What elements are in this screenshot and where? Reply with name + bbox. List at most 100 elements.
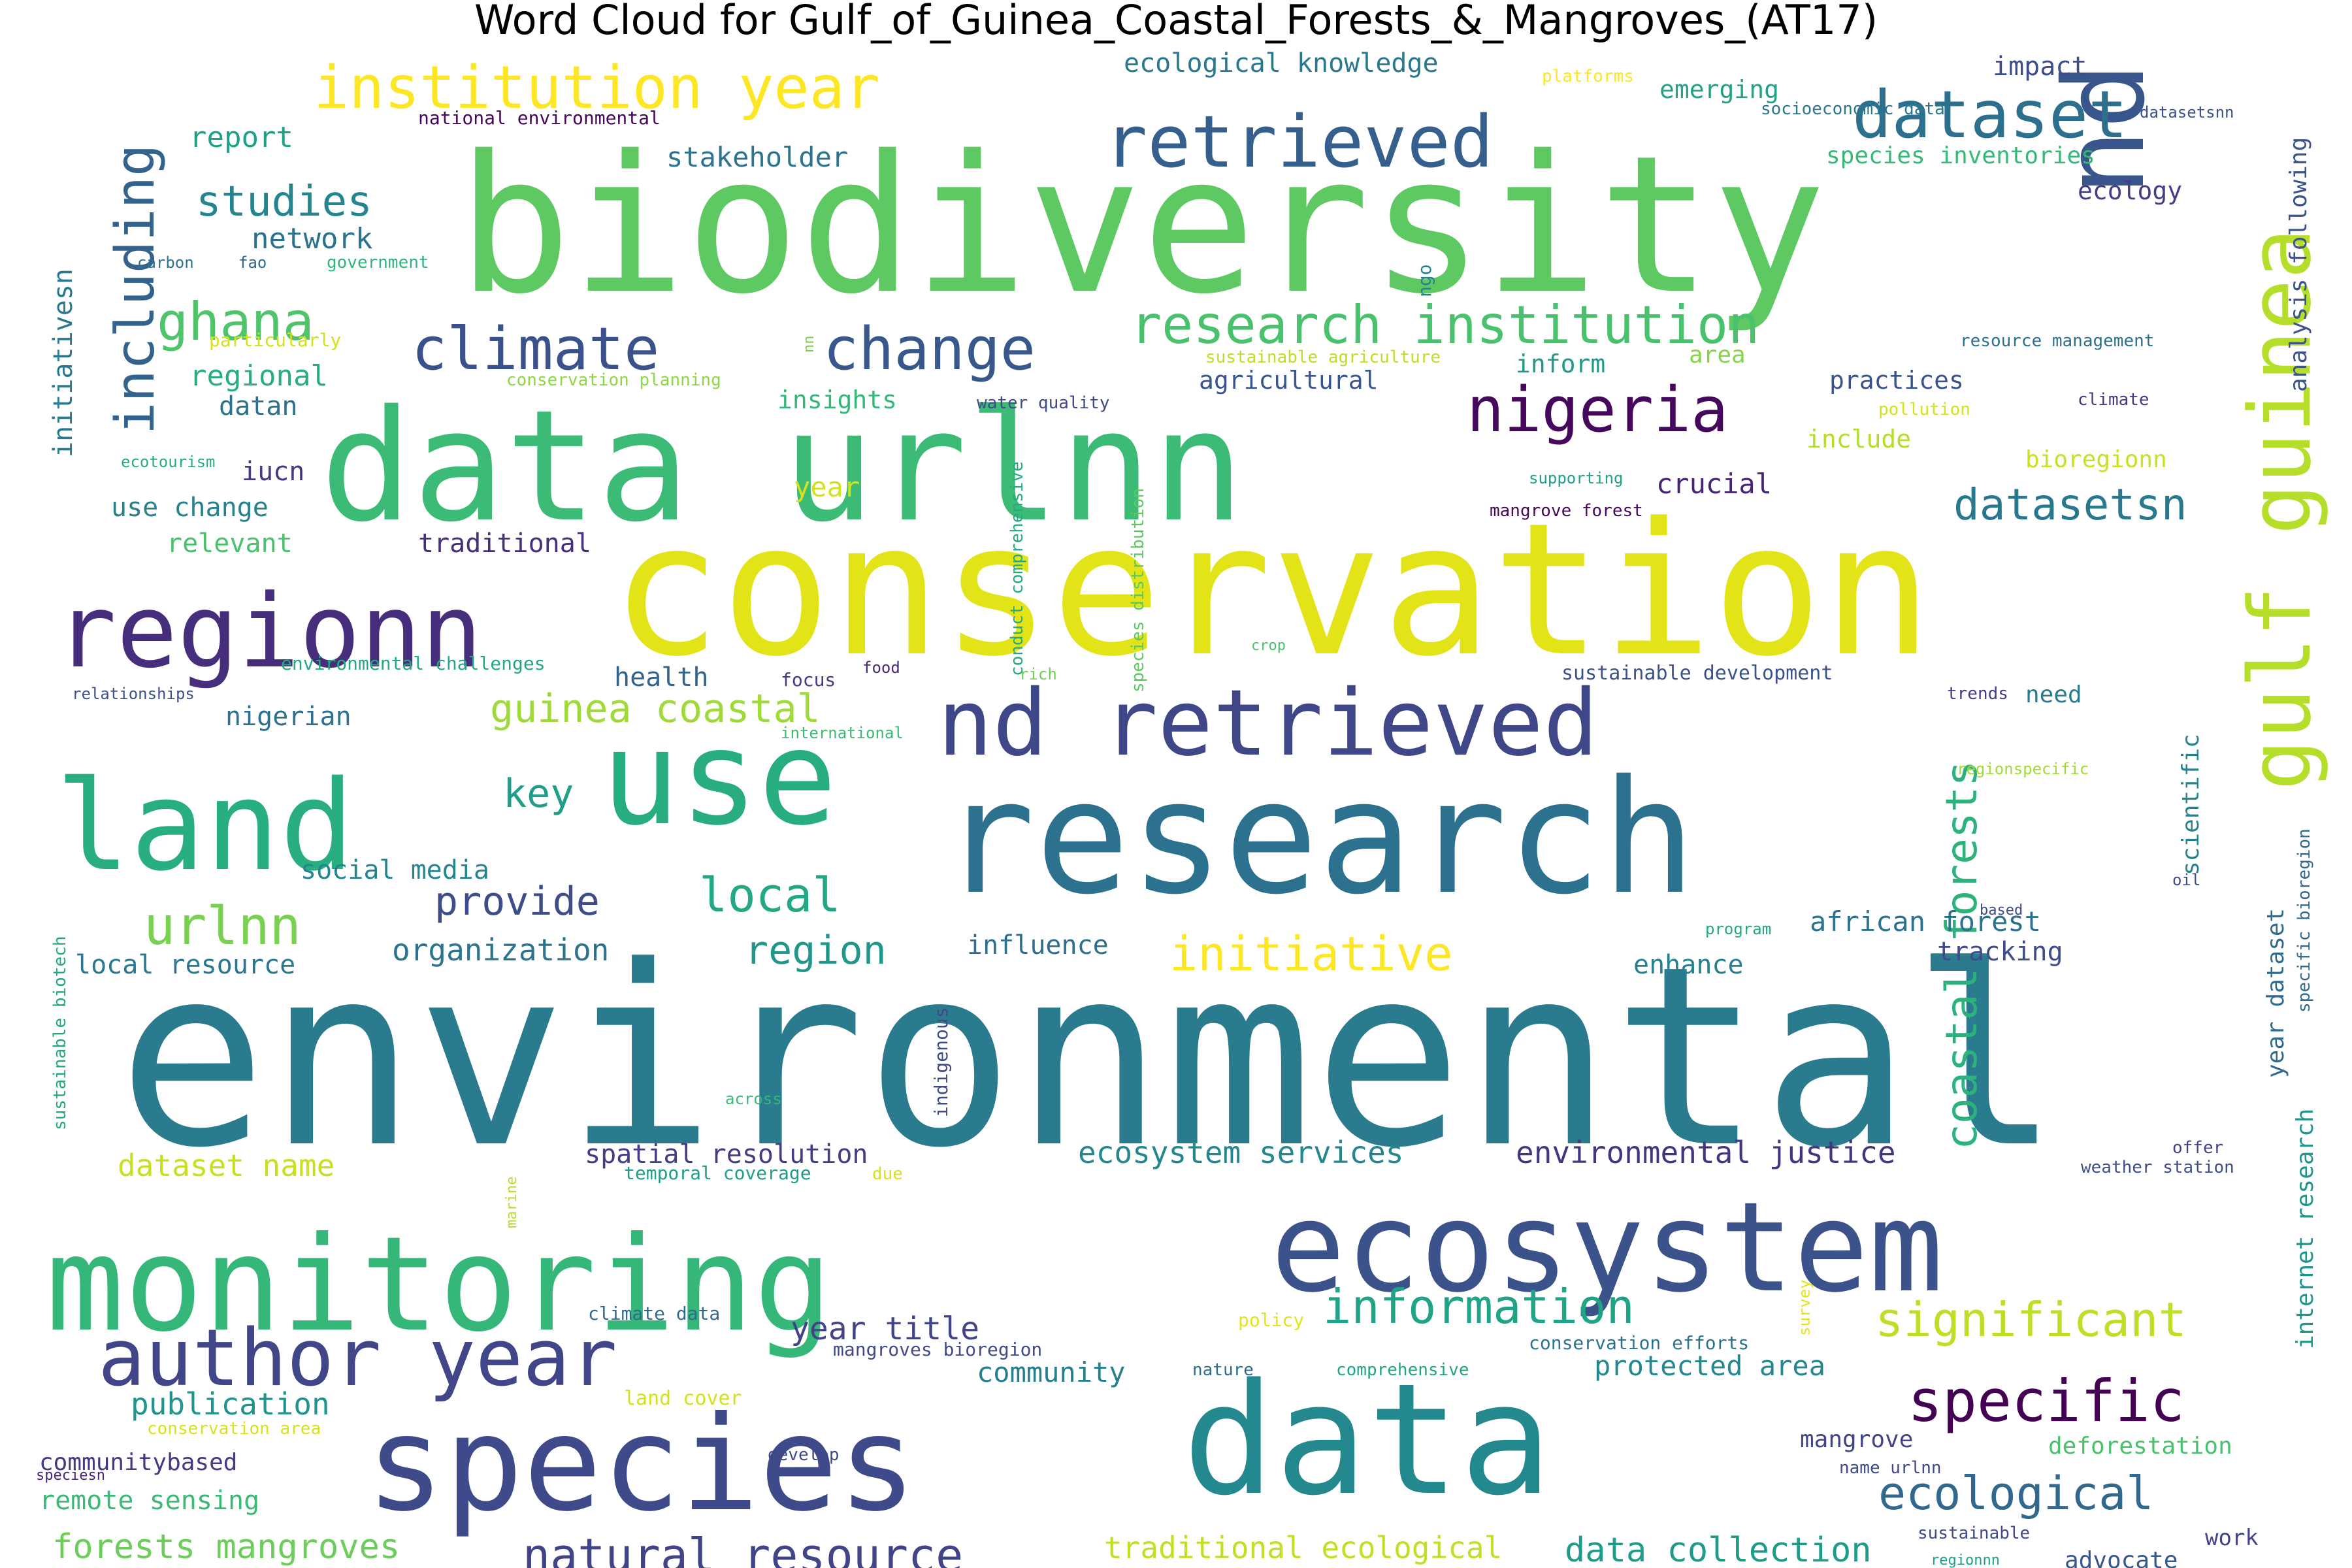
word-across: across (725, 1090, 782, 1108)
word-monitoring: monitoring (46, 1209, 832, 1361)
word-specific: specific (1908, 1367, 2185, 1435)
word-socioeconomic-data: socioeconomic data (1761, 99, 1945, 119)
word-species-distribution: species distribution (1128, 488, 1148, 693)
word-significant: significant (1875, 1292, 2187, 1347)
word-communitybased: communitybased (39, 1449, 237, 1476)
word-include: include (1806, 425, 1911, 453)
word-ghana: ghana (157, 291, 314, 352)
word-including: including (105, 144, 167, 434)
word-ecosystem-services: ecosystem services (1078, 1135, 1404, 1170)
word-species-inventories: species inventories (1826, 142, 2095, 169)
word-environmental-justice: environmental justice (1516, 1135, 1896, 1170)
word-speciesn: speciesn (36, 1467, 105, 1484)
word-carbon: carbon (137, 253, 194, 272)
word-comprehensive: comprehensive (1336, 1360, 1469, 1380)
word-insights: insights (777, 385, 897, 414)
word-data-urlnn: data urlnn (320, 378, 1245, 556)
word-fao: fao (238, 253, 267, 272)
word-nd-retrieved: nd retrieved (938, 670, 1598, 777)
word-trends: trends (1947, 684, 2008, 704)
word-pollution: pollution (1878, 400, 1970, 419)
word-influence: influence (967, 930, 1109, 960)
word-environmental-challenges: environmental challenges (281, 653, 546, 674)
word-year-title: year title (791, 1311, 979, 1347)
word-traditional: traditional (418, 529, 591, 559)
chart-title: Word Cloud for Gulf_of_Guinea_Coastal_Fo… (474, 0, 1878, 44)
word-specific-bioregion: specific bioregion (2295, 828, 2314, 1013)
word-datan: datan (219, 391, 297, 421)
word-work: work (2205, 1525, 2259, 1551)
word-weather-station: weather station (2081, 1158, 2234, 1177)
word-ngo: ngo (1414, 264, 1435, 297)
word-research: research (941, 746, 1696, 929)
word-local-resource: local resource (75, 950, 295, 980)
word-focus: focus (781, 669, 836, 691)
word-develop: develop (768, 1445, 840, 1465)
word-nigerian: nigerian (225, 702, 351, 732)
word-provide: provide (434, 879, 600, 924)
word-social-media: social media (301, 855, 489, 885)
word-dataset-name: dataset name (118, 1148, 335, 1183)
word-supporting: supporting (1529, 469, 1624, 487)
word-local: local (699, 868, 841, 923)
word-food: food (862, 659, 900, 677)
word-rich: rich (1019, 665, 1057, 683)
word-traditional-ecological: traditional ecological (1104, 1530, 1502, 1565)
word-datasetsn: datasetsn (1953, 480, 2187, 530)
word-resource-management: resource management (1960, 331, 2154, 351)
word-crop: crop (1251, 638, 1286, 654)
word-guinea-coastal: guinea coastal (490, 686, 821, 732)
word-enhance: enhance (1633, 950, 1744, 980)
word-water-quality: water quality (977, 393, 1110, 413)
word-sustainable: sustainable (1918, 1524, 2030, 1543)
word-nature: nature (1192, 1360, 1254, 1380)
word-climate: climate (412, 315, 659, 384)
word-sustainable-development: sustainable development (1561, 662, 1833, 685)
word-emerging: emerging (1659, 75, 1779, 104)
word-policy: policy (1238, 1309, 1304, 1331)
word-particularly: particularly (209, 329, 341, 351)
word-biodiversity: biodiversity (457, 116, 1826, 336)
word-based: based (1980, 902, 2023, 919)
word-initiative: initiative (1169, 926, 1452, 981)
word-crucial: crucial (1656, 468, 1772, 500)
word-advocate: advocate (2065, 1547, 2178, 1568)
word-retrieved: retrieved (1104, 100, 1494, 184)
word-institution-year: institution year (314, 54, 880, 122)
word-temporal-coverage: temporal coverage (624, 1162, 811, 1184)
word-environmental: environmental (118, 913, 2061, 1202)
word-oil: oil (2172, 871, 2200, 889)
word-studies: studies (196, 178, 372, 226)
word-year-dataset: year dataset (2262, 908, 2289, 1078)
word-deforestation: deforestation (2048, 1433, 2232, 1460)
word-national-environmental: national environmental (418, 107, 661, 129)
word-network: network (252, 222, 372, 255)
word-gulf-guinea: gulf guinea (2230, 228, 2330, 791)
word-regionspecific: regionspecific (1957, 760, 2089, 778)
word-iucn: iucn (242, 457, 304, 487)
word-international: international (781, 724, 904, 742)
word-conduct-comprehensive: conduct comprehensive (1007, 461, 1027, 676)
word-marine: marine (504, 1177, 520, 1228)
word-practices: practices (1829, 366, 1964, 395)
word-survey: survey (1795, 1279, 1814, 1336)
word-species: species (366, 1388, 917, 1541)
word-program: program (1705, 920, 1771, 938)
word-area: area (1689, 342, 1746, 368)
word-conservation-efforts: conservation efforts (1529, 1332, 1749, 1354)
word-sustainable-biotech: sustainable biotech (50, 936, 70, 1130)
word-sustainable-agriculture: sustainable agriculture (1205, 348, 1441, 367)
word-conservation: conservation (611, 484, 1933, 697)
word-nigeria: nigeria (1467, 374, 1728, 446)
word-year: year (794, 471, 860, 503)
word-ecotourism: ecotourism (121, 453, 216, 471)
word-climate: climate (2078, 390, 2149, 410)
word-use: use (601, 702, 837, 855)
word-government: government (327, 253, 429, 272)
word-mangrove-forest: mangrove forest (1490, 501, 1643, 521)
word-publication: publication (131, 1386, 330, 1422)
word-author-year: author year (98, 1313, 617, 1404)
word-conservation-planning: conservation planning (506, 370, 721, 390)
word-land-cover: land cover (624, 1387, 742, 1410)
